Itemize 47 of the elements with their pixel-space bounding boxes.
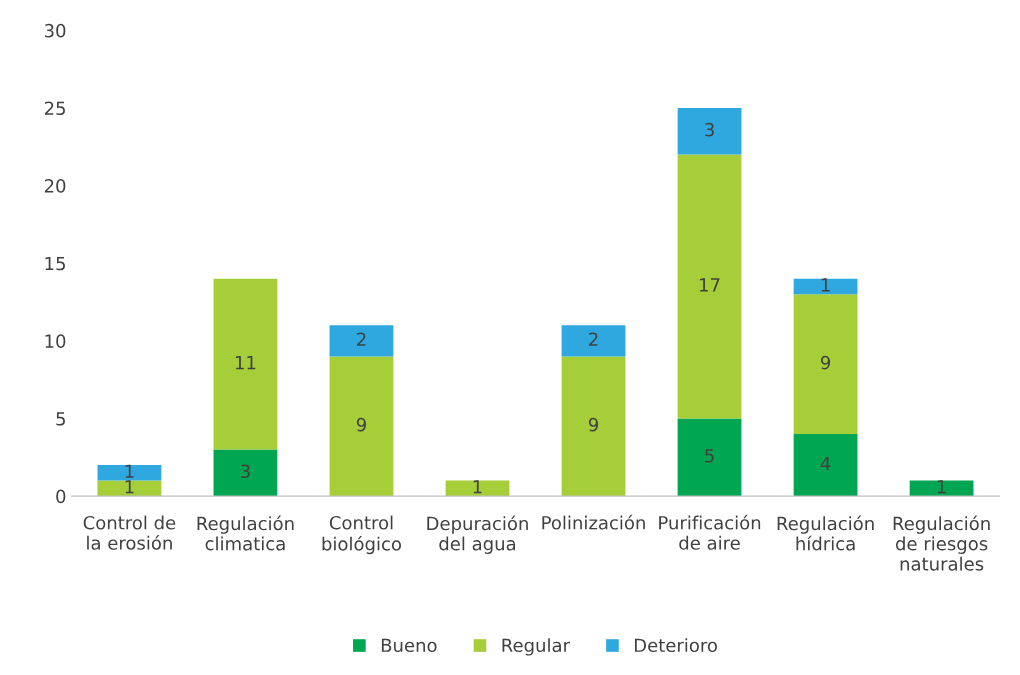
bar — [677, 108, 742, 155]
x-tick-label: Control biológico — [322, 515, 401, 555]
legend-label: Deterioro — [634, 638, 717, 653]
legend-label: Bueno — [381, 638, 437, 653]
data-label: 3 — [705, 122, 714, 137]
legend-label: Regular — [502, 638, 570, 656]
data-label: 11 — [235, 355, 256, 370]
bar — [561, 356, 626, 497]
bar — [97, 465, 162, 481]
y-tick-label: 10 — [45, 334, 66, 348]
y-tick-label: 30 — [44, 23, 66, 38]
x-tick-label: Purificación de aire — [659, 514, 761, 550]
x-tick-label: Depuración del agua — [427, 515, 528, 554]
x-tick-label: Control de la erosión — [83, 515, 176, 550]
data-label: 2 — [589, 332, 598, 346]
data-label: 2 — [357, 332, 366, 346]
bar — [677, 154, 742, 419]
x-tick-label: Polinización — [542, 514, 645, 530]
data-label: 17 — [700, 278, 720, 292]
bar — [213, 449, 278, 497]
bar — [561, 325, 626, 357]
data-label: 5 — [705, 449, 714, 463]
data-label: 1 — [125, 480, 134, 494]
y-tick-label: 20 — [44, 179, 66, 193]
y-tick-label: 5 — [56, 412, 65, 426]
y-tick-label: 0 — [56, 489, 66, 504]
data-label: 9 — [356, 417, 366, 432]
bar — [793, 278, 858, 295]
data-label: 1 — [821, 278, 830, 292]
x-tick-label: Regulación climatica — [197, 515, 294, 551]
data-label: 1 — [473, 480, 482, 494]
data-label: 1 — [125, 464, 134, 478]
x-tick-label: Regulación hídrica — [777, 515, 874, 551]
data-label: 9 — [588, 417, 598, 432]
x-tick-label: Regulación de riesgos naturales — [893, 515, 990, 571]
bar — [793, 294, 858, 435]
bar — [793, 434, 858, 497]
y-tick-label: 25 — [44, 101, 65, 116]
data-label: 4 — [820, 456, 831, 471]
bar — [329, 356, 394, 497]
data-label: 3 — [241, 464, 250, 479]
data-label: 9 — [820, 355, 831, 370]
y-tick-label: 15 — [45, 256, 65, 271]
data-label: 1 — [937, 480, 946, 494]
bar — [213, 278, 278, 450]
bar — [329, 325, 394, 357]
bar — [677, 418, 742, 497]
